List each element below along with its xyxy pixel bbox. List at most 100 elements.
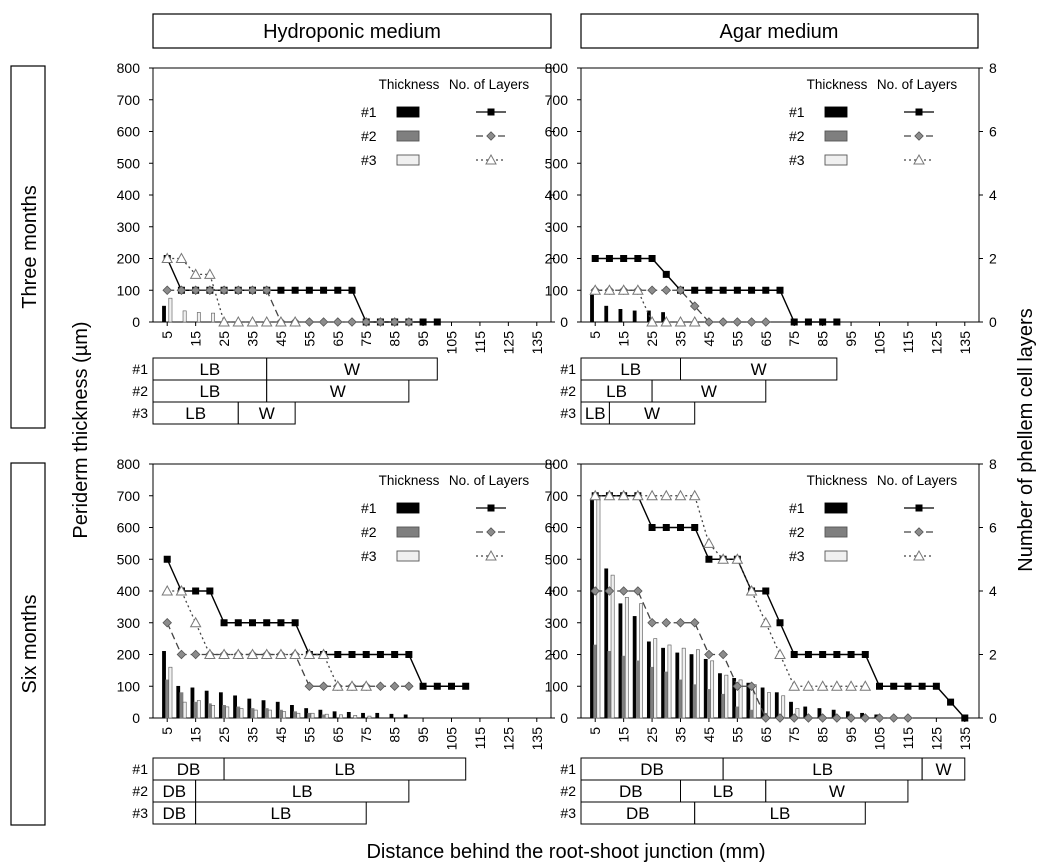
layer-point-s3 xyxy=(845,680,857,691)
segment-label: DB xyxy=(626,804,650,823)
layer-point-s1 xyxy=(605,255,613,262)
bar-s1 xyxy=(403,714,408,719)
bar-s3 xyxy=(710,660,715,719)
legend-sample-label: #3 xyxy=(789,548,805,564)
bar-s2 xyxy=(621,655,626,719)
layer-point-s3 xyxy=(218,315,230,327)
y-tick-label-left: 100 xyxy=(117,282,141,298)
bar-s1 xyxy=(689,654,694,719)
segment-row-label: #2 xyxy=(560,783,576,799)
layer-point-s2 xyxy=(647,285,657,296)
segment-label: W xyxy=(829,782,845,801)
layer-point-s1 xyxy=(691,286,699,294)
layer-point-s3 xyxy=(632,284,644,295)
layer-point-s2 xyxy=(233,285,244,296)
bar-s3 xyxy=(182,701,187,719)
layer-point-s2 xyxy=(375,317,386,327)
layer-point-s1 xyxy=(904,682,912,690)
layer-point-s2 xyxy=(675,285,686,296)
legend-bar-swatch xyxy=(396,106,420,118)
bar-s3 xyxy=(624,597,629,719)
y-tick-label-left: 700 xyxy=(545,488,569,504)
layer-point-s2 xyxy=(689,301,700,311)
layer-point-s3 xyxy=(674,315,687,327)
layer-point-s3 xyxy=(232,315,245,327)
bar-s1 xyxy=(590,294,594,323)
layer-point-s3 xyxy=(204,268,216,279)
bar-s2 xyxy=(650,666,654,719)
bar-s3 xyxy=(211,312,215,323)
x-tick-label: 5 xyxy=(587,727,603,735)
bar-s1 xyxy=(290,704,294,719)
segment-label: LB xyxy=(199,382,220,401)
layer-point-s3 xyxy=(617,284,630,295)
legend-marker xyxy=(915,504,923,512)
layer-point-s2 xyxy=(704,649,714,660)
x-tick-label: 105 xyxy=(872,727,888,751)
layer-point-s2 xyxy=(661,285,672,296)
x-tick-label: 95 xyxy=(843,331,859,347)
bar-s1 xyxy=(604,568,609,719)
y-tick-label-right: 4 xyxy=(989,187,997,203)
bar-s3 xyxy=(353,715,358,719)
layer-point-s1 xyxy=(762,587,770,595)
legend: Thickness No. of Layers #1 #2 #3 xyxy=(789,77,957,168)
layer-point-s2 xyxy=(404,681,414,692)
legend-bar-swatch xyxy=(824,154,848,166)
bar-s2 xyxy=(692,684,697,719)
y-tick-label-left: 600 xyxy=(545,520,569,536)
bar-s2 xyxy=(207,703,212,719)
x-tick-label: 25 xyxy=(216,727,232,743)
y-tick-label-left: 200 xyxy=(545,251,569,267)
segment-label: W xyxy=(259,404,275,423)
layer-point-s2 xyxy=(590,586,600,596)
layer-point-s3 xyxy=(204,648,216,659)
x-tick-label: 95 xyxy=(843,727,859,743)
layer-point-s3 xyxy=(816,680,829,691)
x-tick-label: 35 xyxy=(673,331,689,347)
x-tick-label: 125 xyxy=(928,727,944,751)
y-tick-label-right: 6 xyxy=(989,124,997,140)
layer-point-s1 xyxy=(947,698,955,706)
bar-s1 xyxy=(275,701,280,719)
layer-point-s2 xyxy=(746,317,757,327)
y-tick-label-left: 600 xyxy=(117,520,141,536)
y-tick-label-left: 800 xyxy=(545,456,569,472)
legend-marker xyxy=(487,108,495,116)
legend-bar-swatch xyxy=(396,550,420,562)
y-tick-label-left: 400 xyxy=(117,583,141,599)
x-tick-label: 115 xyxy=(900,331,916,354)
x-tick-label: 105 xyxy=(444,331,460,355)
x-tick-label: 105 xyxy=(444,727,460,751)
bar-s1 xyxy=(204,690,209,719)
row-title-six-months: Six months xyxy=(19,595,41,694)
layer-point-s1 xyxy=(620,255,628,262)
bar-s2 xyxy=(607,651,612,719)
segment-label: LB xyxy=(199,360,220,379)
bar-s1 xyxy=(332,711,337,719)
layer-point-s1 xyxy=(648,255,656,262)
layer-point-s3 xyxy=(589,284,602,295)
layer-point-s1 xyxy=(876,682,883,690)
bar-s3 xyxy=(211,704,215,719)
segment-label: LB xyxy=(620,360,641,379)
bar-s3 xyxy=(196,312,201,323)
layer-point-s3 xyxy=(759,616,772,628)
layer-point-s1 xyxy=(776,286,784,294)
layer-point-s2 xyxy=(860,713,871,723)
layer-point-s1 xyxy=(961,714,969,722)
layer-point-s1 xyxy=(918,682,926,690)
layer-point-s1 xyxy=(705,555,713,563)
y-tick-label-left: 200 xyxy=(117,251,141,267)
bar-s1 xyxy=(746,682,751,719)
layer-point-s1 xyxy=(462,682,470,690)
layer-point-s3 xyxy=(260,315,273,327)
x-tick-label: 65 xyxy=(758,727,774,743)
y-tick-label-right: 6 xyxy=(989,520,997,536)
legend-layers-title: No. of Layers xyxy=(449,473,530,488)
bar-s3 xyxy=(596,495,601,719)
bar-s1 xyxy=(389,713,394,719)
bar-s3 xyxy=(752,684,757,719)
legend-bar-swatch xyxy=(824,502,848,514)
